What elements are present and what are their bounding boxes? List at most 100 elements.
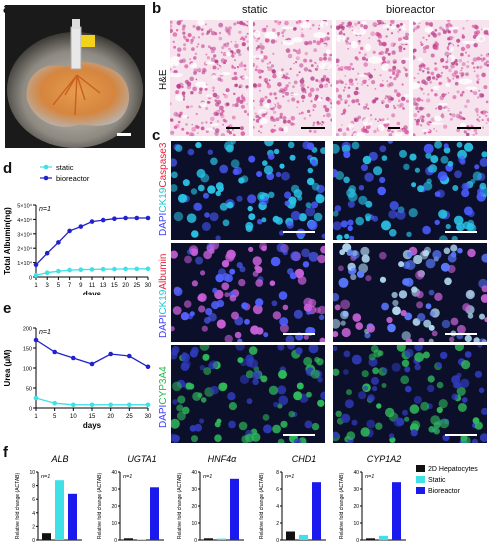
he-nucleus	[393, 89, 398, 93]
he-nucleus	[221, 46, 225, 50]
he-nucleus	[285, 84, 289, 88]
cell-nucleus	[453, 381, 460, 389]
cell-nucleus	[311, 182, 320, 191]
he-nucleus	[474, 25, 479, 30]
he-nucleus	[215, 109, 220, 115]
he-nucleus	[282, 115, 287, 121]
he-nucleus	[312, 109, 315, 111]
scale-bar	[457, 127, 481, 129]
y-tick-label: 30	[111, 487, 117, 493]
he-nucleus	[336, 133, 340, 136]
he-nucleus	[281, 68, 284, 72]
he-nucleus	[443, 107, 446, 109]
cell-nucleus	[445, 223, 451, 230]
he-nucleus	[175, 112, 180, 117]
he-nucleus	[422, 92, 425, 95]
cell-nucleus	[290, 184, 300, 194]
cell-nucleus	[371, 385, 378, 392]
he-nucleus	[299, 63, 304, 68]
cell-nucleus	[259, 194, 265, 200]
cell-nucleus	[436, 381, 444, 389]
cell-nucleus	[461, 189, 470, 198]
he-nucleus	[265, 25, 269, 28]
cell-nucleus	[363, 385, 368, 391]
he-nucleus	[193, 71, 197, 75]
he-lumen	[190, 62, 197, 68]
he-nucleus	[240, 131, 246, 136]
cell-nucleus	[257, 219, 263, 225]
cell-nucleus	[409, 153, 417, 161]
cell-nucleus	[198, 305, 206, 313]
he-lumen	[459, 122, 466, 129]
cell-nucleus	[171, 418, 180, 429]
he-lumen	[350, 40, 359, 49]
he-nucleus	[440, 60, 443, 64]
cell-nucleus	[443, 143, 449, 149]
he-nucleus	[361, 127, 366, 133]
he-nucleus	[348, 78, 354, 84]
he-lumen	[205, 128, 214, 131]
he-lumen	[175, 94, 184, 102]
cell-nucleus	[207, 149, 213, 155]
he-nucleus	[246, 40, 249, 43]
he-nucleus	[216, 63, 219, 66]
data-point-bioreactor	[67, 228, 72, 234]
he-nucleus	[243, 110, 247, 114]
he-nucleus	[420, 43, 424, 46]
he-nucleus	[434, 43, 437, 47]
he-nucleus	[266, 82, 270, 85]
he-nucleus	[330, 25, 332, 29]
he-nucleus	[233, 22, 237, 26]
he-nucleus	[430, 89, 434, 92]
bar-Static	[55, 480, 64, 540]
cell-nucleus	[477, 188, 485, 196]
he-nucleus	[391, 50, 396, 55]
cell-nucleus	[333, 293, 340, 302]
cell-nucleus	[381, 155, 388, 161]
he-nucleus	[234, 59, 236, 61]
cell-nucleus	[209, 243, 220, 250]
y-axis-label: Relative fold change (ACTAB)	[177, 473, 183, 540]
n-annotation: n=1	[39, 206, 51, 213]
he-nucleus	[340, 30, 343, 33]
cell-nucleus	[479, 433, 487, 442]
cell-nucleus	[199, 418, 205, 424]
cell-nucleus	[245, 221, 254, 230]
cell-nucleus	[431, 330, 438, 337]
cell-nucleus	[373, 349, 382, 358]
cell-nucleus	[417, 313, 426, 322]
data-point-static	[100, 266, 106, 272]
cell-nucleus	[219, 164, 229, 174]
cell-nucleus	[443, 247, 451, 255]
cell-nucleus	[360, 246, 370, 256]
he-nucleus	[257, 83, 262, 88]
cell-nucleus	[272, 311, 282, 320]
data-point-bioreactor	[134, 215, 140, 221]
he-lumen	[445, 82, 451, 87]
he-nucleus	[480, 93, 485, 98]
he-nucleus	[403, 47, 406, 51]
he-nucleus	[344, 75, 346, 77]
bar-Bioreactor	[392, 482, 401, 540]
he-nucleus	[327, 32, 330, 35]
y-tick-label: 0	[114, 538, 117, 544]
x-tick-label: 30	[145, 414, 152, 420]
he-lumen	[211, 74, 217, 79]
cell-nucleus	[315, 194, 325, 204]
he-nucleus	[430, 71, 435, 76]
he-nucleus	[176, 84, 182, 89]
cell-nucleus	[440, 155, 449, 164]
cell-nucleus	[347, 200, 355, 208]
bar-Static	[299, 534, 308, 540]
he-nucleus	[293, 123, 296, 126]
cell-nucleus	[360, 427, 370, 437]
data-point-bioreactor	[145, 215, 151, 221]
he-nucleus	[341, 21, 345, 25]
he-nucleus	[246, 103, 248, 105]
cell-nucleus	[347, 225, 353, 231]
cell-nucleus	[341, 327, 351, 338]
he-nucleus	[253, 65, 254, 68]
he-nucleus	[253, 107, 256, 109]
he-lumen	[447, 54, 456, 63]
he-lumen	[368, 56, 383, 64]
